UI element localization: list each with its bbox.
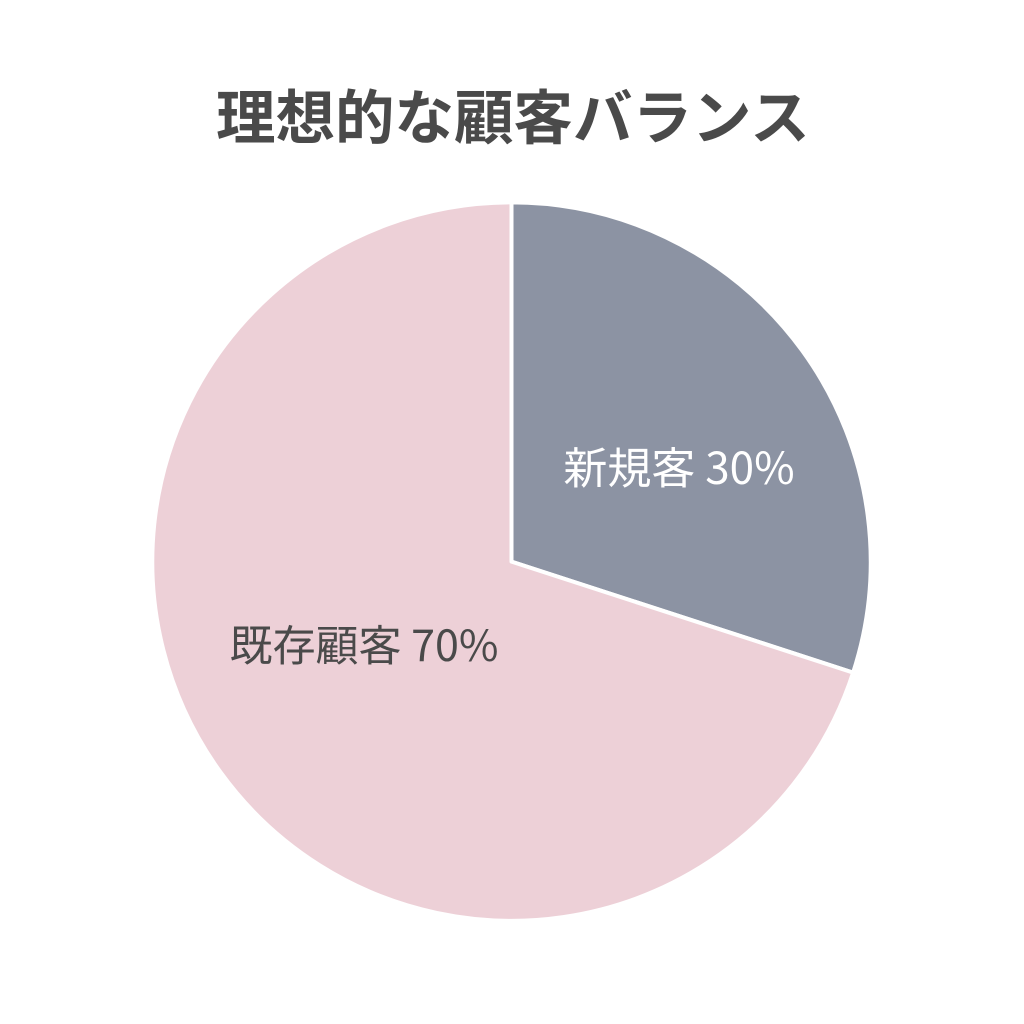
svg-text:新規客 30%: 新規客 30% [563,433,794,497]
svg-text:既存顧客 70%: 既存顧客 70% [230,612,499,674]
